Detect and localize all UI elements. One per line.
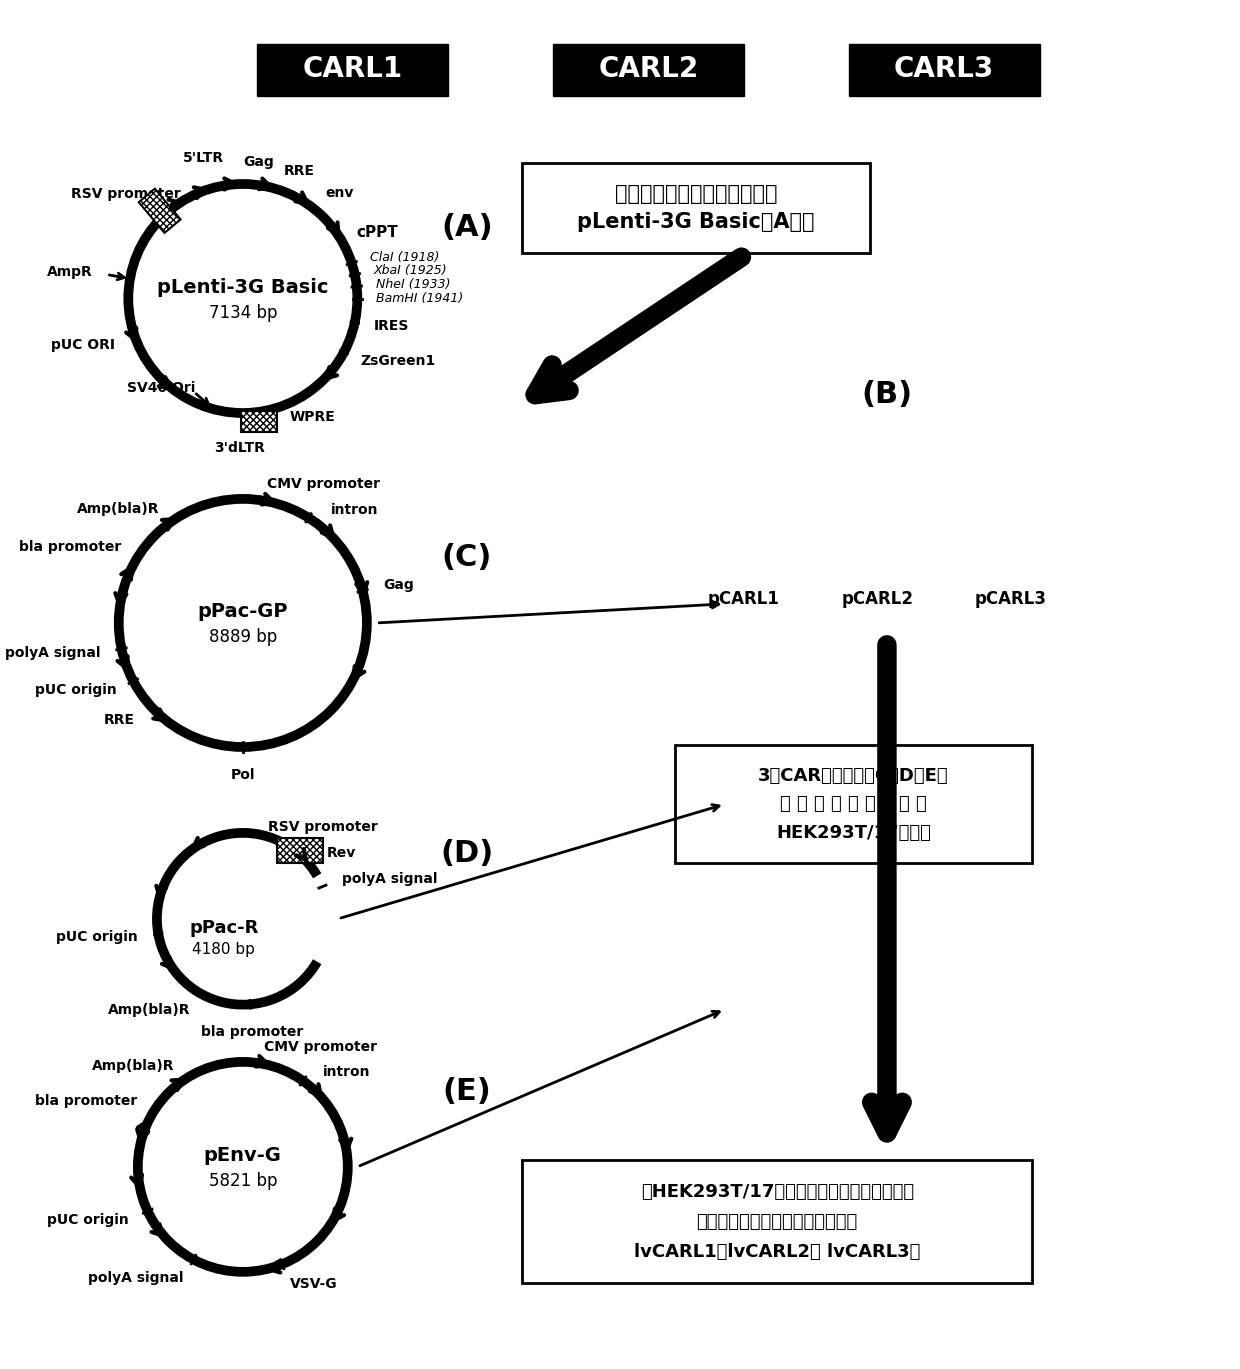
Text: HEK293T/17细胞。: HEK293T/17细胞。 [776, 824, 931, 842]
Text: Amp(bla)R: Amp(bla)R [92, 1058, 175, 1072]
Text: (C): (C) [441, 542, 492, 572]
Text: pLenti-3G Basic（A）中: pLenti-3G Basic（A）中 [578, 212, 815, 233]
Text: AmpR: AmpR [47, 266, 93, 279]
Text: (D): (D) [440, 839, 494, 868]
Text: XbaI (1925): XbaI (1925) [373, 264, 448, 278]
Text: polyA signal: polyA signal [88, 1270, 184, 1285]
Text: Rev: Rev [327, 846, 356, 860]
Text: pUC origin: pUC origin [35, 683, 117, 697]
FancyBboxPatch shape [522, 163, 869, 253]
Text: CMV promoter: CMV promoter [268, 476, 381, 491]
Text: pPac-GP: pPac-GP [197, 602, 288, 622]
Bar [277, 838, 322, 862]
Text: pLenti-3G Basic: pLenti-3G Basic [157, 278, 329, 297]
Text: Gag: Gag [383, 579, 414, 593]
Text: BamHI (1941): BamHI (1941) [377, 292, 464, 305]
Text: 3'dLTR: 3'dLTR [215, 441, 265, 455]
Text: 量表达，分别组装重组慢病毒载体: 量表达，分别组装重组慢病毒载体 [697, 1213, 858, 1231]
Text: cPPT: cPPT [357, 225, 398, 240]
Text: pCARL3: pCARL3 [975, 590, 1047, 608]
Text: intron: intron [331, 504, 378, 517]
Text: pCARL1: pCARL1 [708, 590, 780, 608]
Text: Pol: Pol [231, 768, 255, 782]
Text: RRE: RRE [104, 713, 135, 727]
Text: CARL1: CARL1 [303, 56, 403, 84]
Text: 5'LTR: 5'LTR [182, 151, 223, 164]
Text: ZsGreen1: ZsGreen1 [361, 355, 436, 368]
Text: 分别克隆进入慢病毒骨架质粒: 分别克隆进入慢病毒骨架质粒 [615, 183, 777, 204]
Text: env: env [325, 186, 353, 200]
Text: (B): (B) [862, 381, 913, 409]
Text: NheI (1933): NheI (1933) [376, 278, 450, 292]
FancyBboxPatch shape [522, 1160, 1032, 1283]
Text: CMV promoter: CMV promoter [264, 1039, 377, 1054]
Text: ClaI (1918): ClaI (1918) [370, 251, 439, 264]
Text: pUC origin: pUC origin [56, 931, 138, 945]
Text: RSV promoter: RSV promoter [72, 186, 181, 201]
Text: bla promoter: bla promoter [201, 1025, 304, 1039]
Text: (A): (A) [441, 214, 492, 242]
Text: pUC origin: pUC origin [47, 1213, 129, 1227]
Text: lvCARL1、lvCARL2、 lvCARL3。: lvCARL1、lvCARL2、 lvCARL3。 [634, 1243, 920, 1261]
Text: RRE: RRE [284, 164, 315, 178]
Text: polyA signal: polyA signal [342, 872, 438, 886]
Text: 在HEK293T/17内慢病毒结构和功能基因的大: 在HEK293T/17内慢病毒结构和功能基因的大 [641, 1183, 914, 1201]
Text: pUC ORI: pUC ORI [52, 338, 115, 352]
Text: 7134 bp: 7134 bp [208, 304, 277, 322]
Text: 种 包 装 质 粒 共 同 转 染: 种 包 装 质 粒 共 同 转 染 [780, 795, 928, 813]
Bar [241, 411, 277, 433]
Text: RSV promoter: RSV promoter [268, 820, 377, 835]
Text: SV40 Ori: SV40 Ori [126, 381, 195, 396]
Text: (E): (E) [443, 1077, 491, 1106]
Text: WPRE: WPRE [290, 411, 336, 424]
Text: pCARL2: pCARL2 [842, 590, 914, 608]
Text: Amp(bla)R: Amp(bla)R [108, 1002, 190, 1017]
FancyBboxPatch shape [675, 745, 1032, 864]
Bar [553, 44, 744, 96]
Text: bla promoter: bla promoter [19, 541, 122, 554]
Text: Amp(bla)R: Amp(bla)R [77, 501, 160, 516]
Text: polyA signal: polyA signal [5, 646, 100, 660]
Text: CARL3: CARL3 [894, 56, 994, 84]
Text: intron: intron [322, 1065, 370, 1079]
Bar [257, 44, 448, 96]
Text: 4180 bp: 4180 bp [192, 942, 255, 957]
Text: pEnv-G: pEnv-G [203, 1146, 281, 1165]
Text: 5821 bp: 5821 bp [208, 1172, 277, 1190]
Text: VSV-G: VSV-G [290, 1277, 337, 1291]
Text: IRES: IRES [373, 319, 409, 333]
Text: bla promoter: bla promoter [36, 1094, 138, 1108]
Text: 8889 bp: 8889 bp [208, 628, 277, 646]
Text: Gag: Gag [243, 155, 274, 168]
Bar [848, 44, 1039, 96]
Text: pPac-R: pPac-R [188, 920, 258, 938]
Bar [139, 189, 181, 233]
Text: CARL2: CARL2 [598, 56, 698, 84]
Text: 3个CAR质粒分别与C、D、E三: 3个CAR质粒分别与C、D、E三 [758, 767, 949, 784]
